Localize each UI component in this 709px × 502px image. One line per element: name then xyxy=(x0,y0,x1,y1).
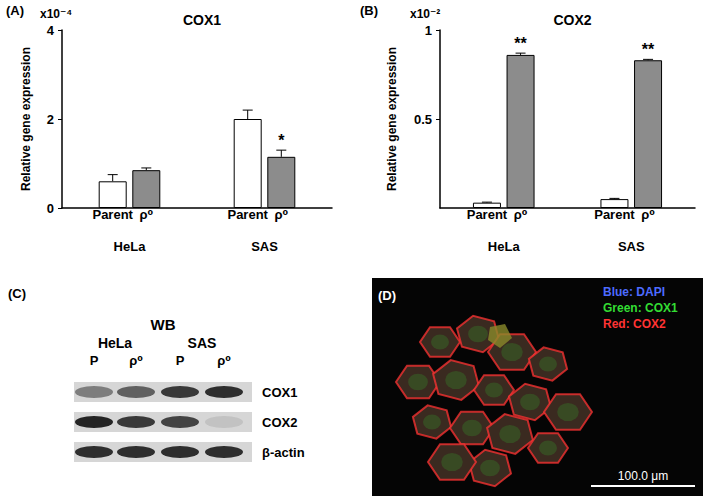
svg-text:SAS: SAS xyxy=(188,335,217,351)
svg-text:(B): (B) xyxy=(360,3,378,18)
svg-text:100.0 μm: 100.0 μm xyxy=(618,469,668,483)
svg-text:Parent: Parent xyxy=(467,207,508,222)
svg-text:ρ⁰: ρ⁰ xyxy=(641,207,655,222)
svg-text:Red: COX2: Red: COX2 xyxy=(603,317,666,331)
svg-text:ρ⁰: ρ⁰ xyxy=(274,207,288,222)
svg-text:ρ⁰: ρ⁰ xyxy=(129,353,143,368)
svg-text:Relative gene expression: Relative gene expression xyxy=(19,47,33,191)
svg-text:SAS: SAS xyxy=(251,239,278,254)
svg-text:Parent: Parent xyxy=(594,207,635,222)
svg-text:Relative gene expression: Relative gene expression xyxy=(385,47,399,191)
svg-text:HeLa: HeLa xyxy=(114,239,147,254)
svg-text:0.5: 0.5 xyxy=(414,112,432,127)
svg-text:(C): (C) xyxy=(8,286,26,301)
svg-text:Blue: DAPI: Blue: DAPI xyxy=(603,285,665,299)
svg-text:(A): (A) xyxy=(6,3,24,18)
svg-text:(D): (D) xyxy=(378,288,396,303)
svg-text:SAS: SAS xyxy=(618,239,645,254)
svg-text:Parent: Parent xyxy=(227,207,268,222)
svg-text:P: P xyxy=(90,353,99,368)
svg-text:HeLa: HeLa xyxy=(98,335,132,351)
svg-text:x10⁻⁴: x10⁻⁴ xyxy=(40,7,72,21)
svg-text:x10⁻²: x10⁻² xyxy=(410,7,440,21)
svg-text:COX2: COX2 xyxy=(262,415,297,430)
svg-text:**: ** xyxy=(514,35,527,52)
svg-text:1: 1 xyxy=(425,23,432,38)
svg-text:COX1: COX1 xyxy=(183,12,221,28)
svg-text:ρ⁰: ρ⁰ xyxy=(217,353,231,368)
svg-text:**: ** xyxy=(642,41,655,58)
svg-text:HeLa: HeLa xyxy=(488,239,521,254)
svg-text:4: 4 xyxy=(47,23,55,38)
svg-text:ρ⁰: ρ⁰ xyxy=(514,207,528,222)
svg-text:Parent: Parent xyxy=(92,207,133,222)
svg-text:0: 0 xyxy=(47,201,54,216)
svg-text:P: P xyxy=(176,353,185,368)
svg-text:WB: WB xyxy=(151,316,176,333)
svg-text:Green: COX1: Green: COX1 xyxy=(603,301,678,315)
svg-text:β-actin: β-actin xyxy=(262,445,305,460)
svg-text:COX2: COX2 xyxy=(553,12,591,28)
svg-text:COX1: COX1 xyxy=(262,385,297,400)
svg-text:*: * xyxy=(278,132,285,149)
svg-text:2: 2 xyxy=(47,112,54,127)
svg-text:ρ⁰: ρ⁰ xyxy=(139,207,153,222)
